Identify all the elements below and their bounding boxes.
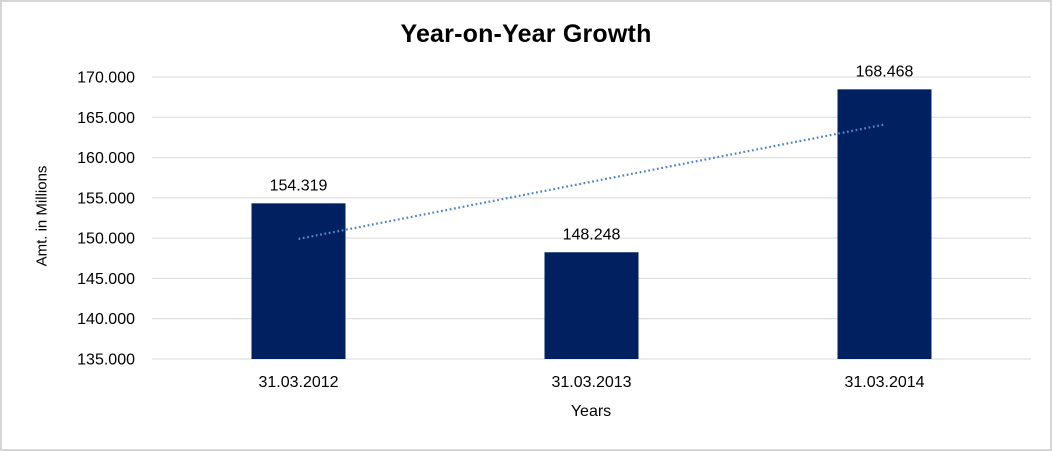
bar xyxy=(251,203,346,359)
x-tick-label: 31.03.2013 xyxy=(551,374,631,391)
y-tick-label: 155.000 xyxy=(77,190,135,207)
y-tick-label: 145.000 xyxy=(77,271,135,288)
bar-value-label: 154.319 xyxy=(270,177,328,194)
trendline xyxy=(298,123,885,241)
y-tick-label: 135.000 xyxy=(77,352,135,369)
y-tick-label: 160.000 xyxy=(77,150,135,167)
y-tick-label: 150.000 xyxy=(77,231,135,248)
y-tick-label: 170.000 xyxy=(77,70,135,87)
y-tick-label: 140.000 xyxy=(77,311,135,328)
x-tick-label: 31.03.2014 xyxy=(844,374,924,391)
chart-title: Year-on-Year Growth xyxy=(400,20,652,48)
y-tick-label: 165.000 xyxy=(77,110,135,127)
x-axis-title: Years xyxy=(570,403,612,420)
bar xyxy=(544,252,639,359)
bar-value-label: 168.468 xyxy=(856,63,914,80)
bar xyxy=(837,89,932,360)
bar-value-label: 148.248 xyxy=(563,226,621,243)
x-tick-label: 31.03.2012 xyxy=(258,374,338,391)
